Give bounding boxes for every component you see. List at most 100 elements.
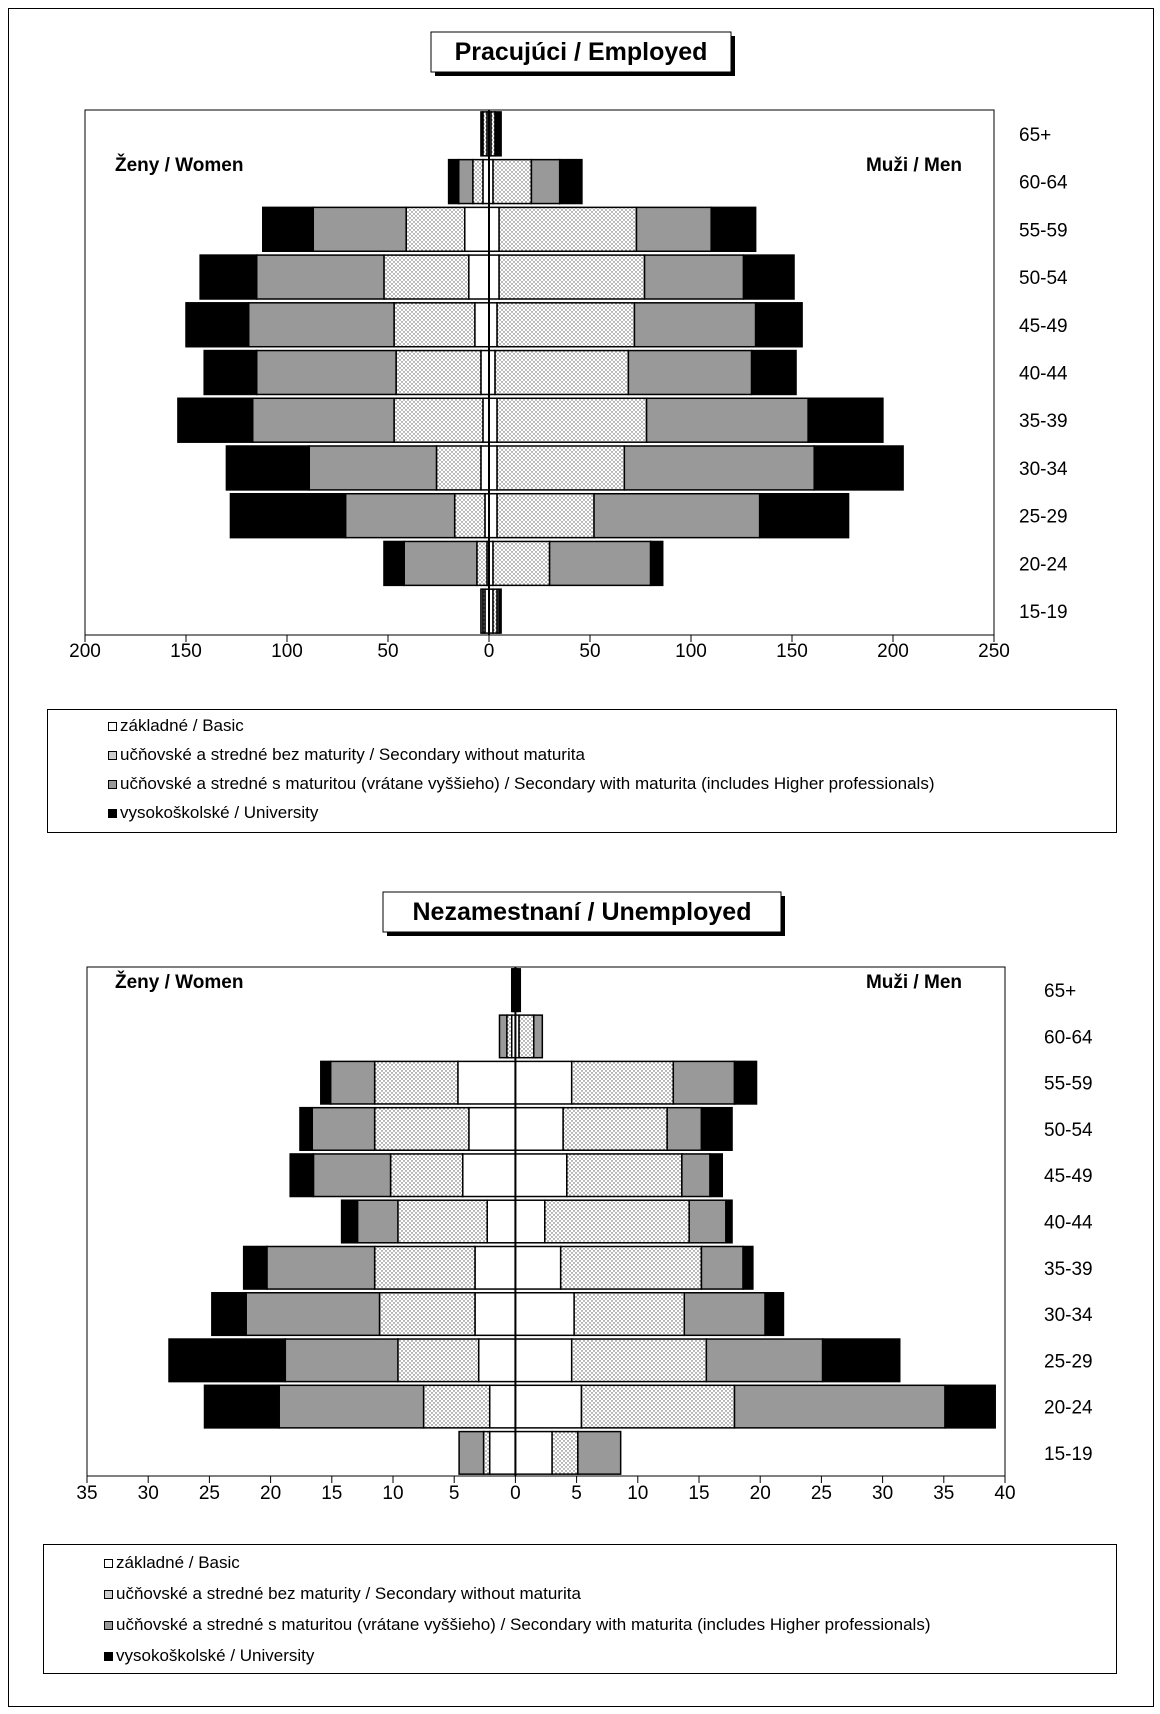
unemployed-chart: Nezamestnaní / Unemployed Ženy / Women M… (76, 891, 1093, 1504)
employed-category-label: 60-64 (1019, 173, 1068, 194)
unemployed-bar-women-basic (474, 1245, 517, 1290)
employed-bar-women-secondary-without (476, 540, 488, 587)
employed-bar-men-university (750, 349, 797, 396)
unemployed-bar-women-university (299, 1106, 313, 1151)
employed-bar-men-university (742, 254, 795, 300)
unemployed-bar-women-secondary-without (373, 1060, 459, 1105)
employed-bar-women-secondary-with (312, 206, 407, 253)
legend-item-secondary-with: učňovské a stredné s maturitou (vrátane … (108, 774, 934, 794)
unemployed-legend: základné / Basic učňovské a stredné bez … (43, 1544, 1117, 1674)
employed-bar-women-basic (480, 445, 490, 491)
employed-category-label: 25-29 (1019, 507, 1068, 528)
employed-bar-men-secondary-with (633, 302, 757, 348)
employed-bar-women-university (177, 397, 254, 443)
unemployed-category-label: 15-19 (1044, 1444, 1093, 1465)
employed-bar-women-secondary-without (393, 397, 484, 443)
unemployed-bar-women-secondary-without (373, 1106, 470, 1151)
unemployed-category-label: 55-59 (1044, 1074, 1093, 1095)
unemployed-bar-women-secondary-without (373, 1245, 476, 1290)
employed-chart: Pracujúci / Employed Ženy / Women Muži /… (69, 31, 1068, 662)
unemployed-x-tick-label: 30 (872, 1483, 893, 1504)
employed-category-label: 20-24 (1019, 554, 1068, 575)
employed-bar-men-secondary-without (492, 540, 551, 587)
employed-bar-men-basic (488, 254, 500, 300)
unemployed-bar-women-secondary-with (245, 1292, 381, 1337)
unemployed-bar-men-secondary-with (672, 1060, 736, 1105)
employed-x-tick-label: 250 (978, 641, 1010, 662)
employed-bar-men-university (754, 302, 803, 348)
unemployed-bar-men-university (709, 1153, 724, 1198)
unemployed-category-label: 25-29 (1044, 1351, 1093, 1372)
employed-bar-men-secondary-with (530, 158, 561, 205)
employed-bar-women-basic (464, 206, 490, 253)
unemployed-bar-men-basic (514, 1338, 573, 1383)
unemployed-title: Nezamestnaní / Unemployed (413, 898, 752, 926)
employed-bar-men-basic (488, 206, 500, 253)
unemployed-bar-men-basic (514, 1153, 568, 1198)
employed-bar-men-secondary-without (498, 254, 646, 300)
unemployed-bar-women-basic (457, 1060, 517, 1105)
unemployed-men-label: Muži / Men (866, 972, 962, 993)
employed-bar-women-university (203, 349, 258, 396)
employed-bar-women-secondary-without (405, 206, 466, 253)
employed-x-tick-label: 200 (877, 641, 909, 662)
employed-x-tick-label: 50 (377, 641, 398, 662)
unemployed-bar-women-secondary-with (498, 1014, 508, 1059)
employed-bar-men-secondary-with (623, 445, 815, 491)
unemployed-bar-men-secondary-with (666, 1106, 703, 1151)
employed-bar-women-secondary-without (383, 254, 470, 300)
unemployed-bar-women-secondary-without (378, 1292, 476, 1337)
legend-item-secondary-with: učňovské a stredné s maturitou (vrátane … (104, 1615, 930, 1635)
unemployed-bar-men-university (742, 1245, 754, 1290)
employed-men-label: Muži / Men (866, 155, 962, 176)
unemployed-bar-women-university (168, 1338, 287, 1383)
unemployed-bar-men-secondary-without (570, 1338, 708, 1383)
unemployed-x-tick-label: 15 (688, 1483, 709, 1504)
employed-x-tick-label: 100 (271, 641, 303, 662)
employed-x-tick-label: 0 (484, 641, 495, 662)
unemployed-bar-men-secondary-without (580, 1384, 736, 1429)
employed-bar-men-university (498, 588, 502, 634)
employed-bar-women-basic (468, 254, 490, 300)
unemployed-bar-men-secondary-without (566, 1153, 683, 1198)
employed-x-tick-label: 50 (579, 641, 600, 662)
unemployed-bar-women-secondary-without (397, 1199, 488, 1244)
employed-bar-women-university (383, 540, 405, 587)
unemployed-bar-women-secondary-with (266, 1245, 376, 1290)
employed-women-label: Ženy / Women (115, 154, 243, 176)
legend-label: vysokoškolské / University (120, 803, 319, 822)
unemployed-category-label: 30-34 (1044, 1305, 1093, 1326)
unemployed-bar-men-secondary-with (700, 1245, 744, 1290)
employed-bar-women-university (447, 158, 460, 205)
employed-bar-women-secondary-with (480, 588, 484, 634)
employed-x-tick-label: 100 (675, 641, 707, 662)
employed-bar-men-basic (488, 445, 498, 491)
unemployed-category-label: 45-49 (1044, 1166, 1093, 1187)
employed-bar-women-university (229, 492, 347, 539)
unemployed-bar-women-university (320, 1060, 332, 1105)
employed-category-label: 65+ (1019, 125, 1051, 146)
employed-title-group: Pracujúci / Employed (430, 31, 735, 76)
unemployed-bar-women-basic (488, 1384, 517, 1429)
unemployed-bar-men-university (821, 1338, 901, 1383)
basic-swatch-icon (104, 1559, 113, 1568)
employed-bar-men-university (710, 206, 757, 253)
employed-bar-women-secondary-with (255, 349, 397, 396)
unemployed-title-group: Nezamestnaní / Unemployed (382, 891, 785, 936)
unemployed-x-tick-label: 0 (510, 1483, 521, 1504)
unemployed-bar-men-secondary-without (559, 1245, 703, 1290)
employed-bar-women-basic (474, 302, 490, 348)
employed-bar-men-secondary-with (635, 206, 712, 253)
employed-legend: základné / Basic učňovské a stredné bez … (47, 709, 1117, 833)
employed-category-label: 45-49 (1019, 316, 1068, 337)
unemployed-bar-women-university (203, 1384, 280, 1429)
unemployed-x-tick-label: 15 (321, 1483, 342, 1504)
employed-bar-men-secondary-without (496, 445, 626, 491)
unemployed-bar-men-secondary-with (681, 1153, 711, 1198)
unemployed-bar-men-university (725, 1199, 733, 1244)
unemployed-bar-men-secondary-without (518, 1014, 535, 1059)
unemployed-bar-women-secondary-without (422, 1384, 491, 1429)
unemployed-bar-women-basic (474, 1292, 517, 1337)
employed-bar-women-secondary-with (255, 254, 385, 300)
university-swatch-icon (108, 809, 117, 818)
